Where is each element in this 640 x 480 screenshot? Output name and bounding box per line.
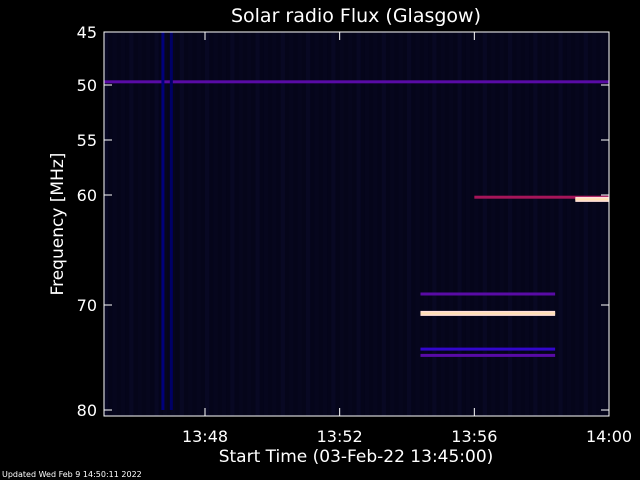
texture-stripe — [289, 32, 294, 416]
spectral-band-0 — [104, 80, 609, 84]
texture-stripe — [221, 32, 227, 416]
texture-stripe — [558, 32, 563, 416]
texture-stripe — [364, 32, 370, 416]
band-core-2 — [575, 198, 609, 201]
texture-stripe — [440, 32, 445, 416]
texture-stripe — [407, 32, 412, 416]
texture-stripe — [566, 32, 572, 416]
texture-stripe — [550, 32, 555, 416]
texture-stripe — [348, 32, 353, 416]
texture-stripe — [238, 32, 243, 416]
texture-stripe — [263, 32, 269, 416]
y-axis-label: Frequency [MHz] — [48, 153, 68, 296]
texture-stripe — [322, 32, 328, 416]
texture-stripe — [499, 32, 504, 416]
y-tick-label: 50 — [77, 76, 97, 95]
y-tick-label: 70 — [77, 296, 97, 315]
y-tick-label: 60 — [77, 186, 97, 205]
texture-stripe — [112, 32, 117, 416]
x-tick-label: 13:48 — [182, 427, 228, 446]
texture-stripe — [432, 32, 437, 416]
texture-stripe — [314, 32, 319, 416]
texture-stripe — [272, 32, 277, 416]
texture-stripe — [381, 32, 386, 416]
texture-stripe — [129, 32, 134, 416]
spectral-band-7 — [161, 32, 165, 410]
texture-stripe — [171, 32, 176, 416]
texture-stripe — [230, 32, 235, 416]
spectral-band-6 — [420, 353, 556, 357]
texture-stripe — [482, 32, 487, 416]
texture-stripe — [306, 32, 311, 416]
texture-stripe — [524, 32, 530, 416]
texture-stripe — [415, 32, 420, 416]
texture-stripe — [104, 32, 109, 416]
texture-stripe — [474, 32, 479, 416]
texture-stripe — [533, 32, 538, 416]
y-tick-label: 45 — [77, 23, 97, 42]
texture-stripe — [179, 32, 184, 416]
texture-stripe — [356, 32, 361, 416]
texture-stripe — [465, 32, 471, 416]
texture-stripe — [154, 32, 159, 416]
texture-stripe — [423, 32, 429, 416]
x-tick-label: 13:52 — [317, 427, 363, 446]
spectral-band-1 — [474, 195, 609, 199]
spectral-band-5 — [420, 347, 556, 351]
texture-stripe — [255, 32, 260, 416]
texture-stripe — [297, 32, 302, 416]
x-axis-label: Start Time (03-Feb-22 13:45:00) — [219, 447, 494, 467]
x-tick-label: 13:56 — [451, 427, 497, 446]
texture-stripe — [137, 32, 142, 416]
spectral-band-8 — [169, 32, 173, 410]
band-core-4 — [420, 312, 556, 315]
texture-stripe — [516, 32, 521, 416]
plot-frame — [103, 31, 610, 417]
texture-stripe — [188, 32, 193, 416]
texture-stripe — [247, 32, 252, 416]
texture-stripe — [600, 32, 605, 416]
texture-stripe — [583, 32, 588, 416]
updated-timestamp: Updated Wed Feb 9 14:50:11 2022 — [2, 470, 142, 479]
texture-stripe — [491, 32, 496, 416]
texture-stripe — [146, 32, 151, 416]
texture-stripe — [457, 32, 462, 416]
texture-stripe — [205, 32, 210, 416]
texture-stripe — [390, 32, 395, 416]
y-tick-label: 80 — [77, 401, 97, 420]
axis-ticks: 13:48 13:52 13:56 14:00 45 50 55 60 70 80 — [77, 23, 632, 446]
texture-stripe — [213, 32, 218, 416]
texture-stripe — [592, 32, 597, 416]
texture-stripe — [120, 32, 126, 416]
texture-stripe — [162, 32, 168, 416]
texture-stripe — [373, 32, 378, 416]
texture-stripe — [541, 32, 546, 416]
spectral-band-3 — [420, 292, 556, 296]
texture-stripe — [575, 32, 580, 416]
x-tick-label: 14:00 — [586, 427, 632, 446]
texture-stripe — [280, 32, 285, 416]
texture-stripe — [398, 32, 403, 416]
texture-stripe — [339, 32, 344, 416]
spectrogram-features — [104, 32, 609, 416]
texture-stripe — [331, 32, 336, 416]
texture-stripe — [449, 32, 454, 416]
y-tick-label: 55 — [77, 131, 97, 150]
texture-stripe — [508, 32, 513, 416]
texture-stripe — [196, 32, 201, 416]
chart-title: Solar radio Flux (Glasgow) — [231, 5, 481, 27]
